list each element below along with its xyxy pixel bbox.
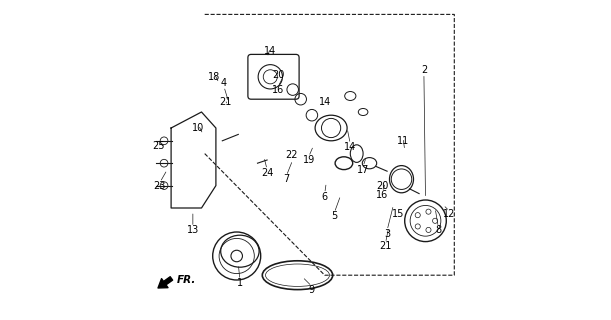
Text: 9: 9 [309,284,315,295]
Text: 13: 13 [187,225,199,236]
Text: 25: 25 [152,140,164,151]
Text: 21: 21 [379,241,392,252]
Text: 24: 24 [261,168,273,178]
Text: 6: 6 [321,192,327,202]
Text: 21: 21 [219,97,232,108]
Text: 23: 23 [154,180,166,191]
Text: 1: 1 [237,278,243,288]
Text: 22: 22 [285,150,298,160]
Text: 16: 16 [376,190,389,200]
Text: 7: 7 [283,174,290,184]
Text: 10: 10 [192,123,205,133]
Text: 20: 20 [272,70,285,80]
Text: 15: 15 [392,209,404,220]
Text: 14: 14 [318,97,331,108]
Text: 8: 8 [435,225,441,236]
Text: 18: 18 [208,72,221,82]
Text: 19: 19 [302,155,315,165]
Text: 11: 11 [397,136,409,146]
Text: 12: 12 [444,209,456,220]
Text: 17: 17 [357,164,369,175]
Text: 16: 16 [272,84,285,95]
Text: 5: 5 [331,211,337,221]
FancyArrowPatch shape [158,277,173,288]
Text: 4: 4 [221,78,227,88]
Text: FR.: FR. [177,275,196,285]
Text: 14: 14 [264,46,276,56]
Text: 2: 2 [421,65,427,76]
Text: 20: 20 [376,180,389,191]
Text: 3: 3 [384,228,390,239]
Text: 14: 14 [344,142,356,152]
